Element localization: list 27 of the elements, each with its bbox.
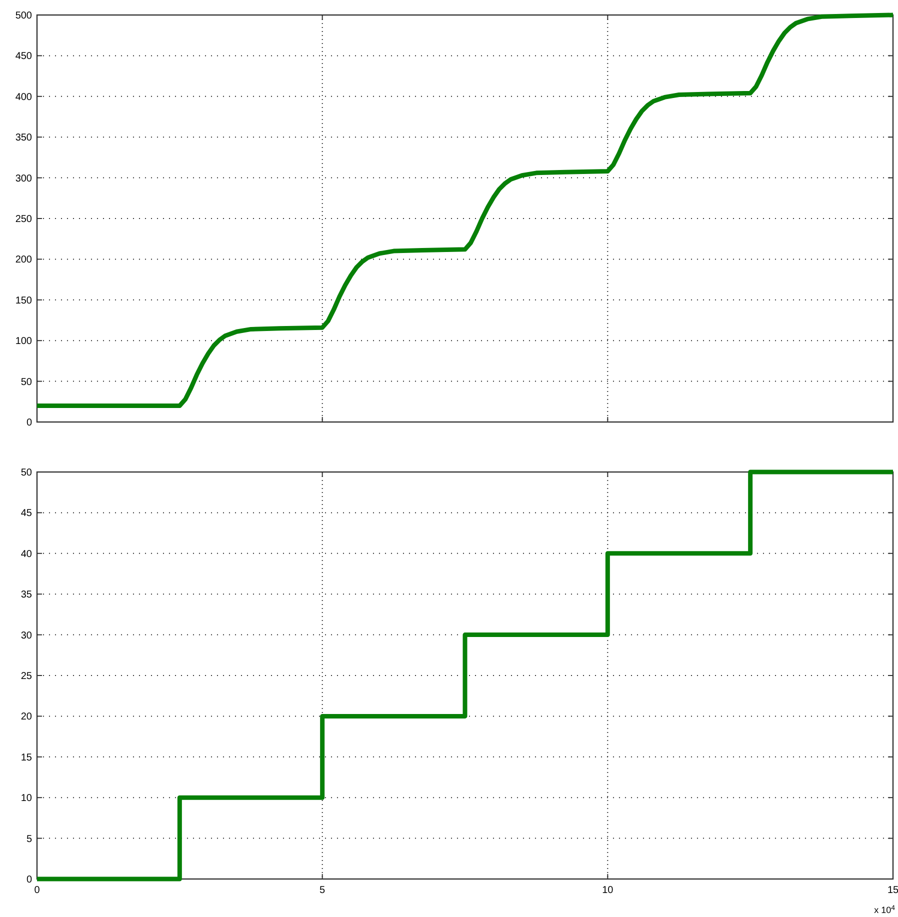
y-tick-label: 35: [20, 590, 32, 601]
x-tick-label: 5: [320, 885, 326, 896]
y-tick-label: 0: [26, 418, 32, 428]
y-tick-label: 40: [20, 548, 32, 560]
text: x 10$^{4}$: [874, 904, 896, 915]
x-tick-label: 10: [602, 885, 614, 896]
y-tick-label: 200: [15, 254, 32, 266]
y-tick-label: 20: [20, 712, 32, 723]
y-tick-label: 350: [15, 132, 32, 144]
y-tick-label: 45: [20, 508, 32, 520]
y-tick-label: 5: [26, 834, 32, 845]
y-tick-label: 150: [15, 295, 32, 306]
y-tick-label: 450: [15, 51, 32, 62]
y-tick-label: 500: [15, 10, 32, 22]
y-tick-label: 25: [20, 671, 32, 682]
y-tick-label: 10: [20, 793, 32, 804]
y-tick-label: 50: [20, 376, 32, 388]
y-tick-label: 30: [20, 630, 32, 642]
y-tick-label: 100: [15, 336, 32, 348]
y-tick-label: 250: [15, 214, 32, 225]
y-tick-label: 400: [15, 92, 32, 103]
y-tick-label: 300: [15, 173, 32, 184]
x-tick-label: 0: [34, 885, 40, 896]
y-tick-label: 50: [20, 468, 32, 478]
x-tick-label: 15: [887, 885, 898, 896]
y-tick-label: 15: [20, 752, 32, 764]
y-tick-label: 0: [26, 874, 32, 886]
